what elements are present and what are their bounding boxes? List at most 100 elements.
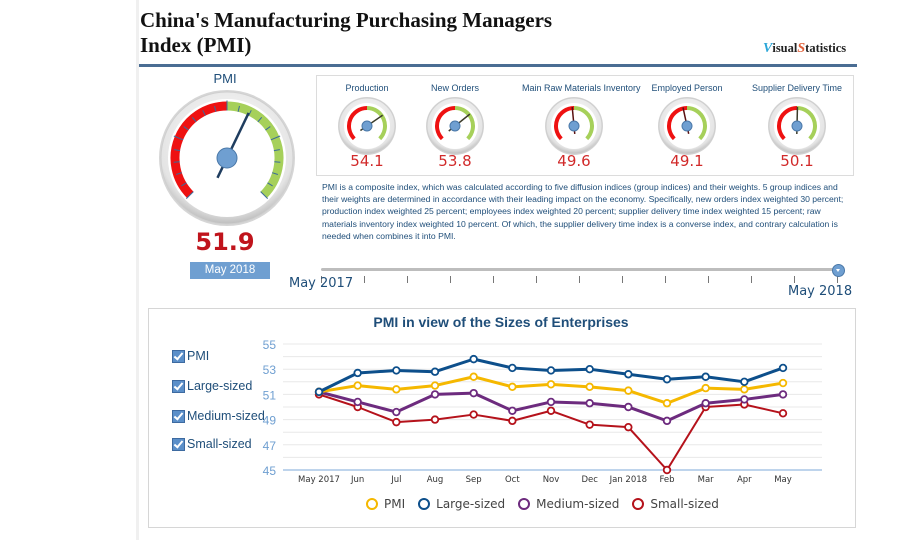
checkbox-checked-icon[interactable] xyxy=(172,349,185,363)
slider-tick[interactable] xyxy=(321,276,322,283)
data-point-medium xyxy=(701,399,710,408)
x-tick-label: Sep xyxy=(466,475,482,485)
data-point-pmi xyxy=(353,381,362,390)
y-tick-label: 47 xyxy=(263,439,277,453)
sub-gauge-employed-person: Employed Person 49.1 xyxy=(635,76,739,170)
data-point-pmi xyxy=(546,380,556,389)
slider-tick[interactable] xyxy=(364,276,365,283)
triangle-marker-icon xyxy=(632,498,645,510)
sub-gauge-value: 53.8 xyxy=(438,152,472,170)
gauge-tick xyxy=(270,135,281,141)
sub-gauge-label: New Orders xyxy=(430,83,479,93)
x-tick-label: May xyxy=(774,475,792,485)
main-gauge-date: May 2018 xyxy=(190,262,270,279)
gauge-green-band xyxy=(573,106,594,141)
data-point-pmi xyxy=(585,382,594,392)
data-point-large xyxy=(353,368,362,378)
x-tick-label: Mar xyxy=(698,475,715,485)
date-slider-track[interactable] xyxy=(321,268,840,271)
slider-tick[interactable] xyxy=(794,276,795,283)
sub-gauge-dial xyxy=(768,97,826,155)
date-slider-thumb[interactable] xyxy=(832,264,845,277)
legend-item-large-sized[interactable]: Large-sized xyxy=(418,497,505,511)
filter-pmi[interactable]: PMI xyxy=(172,349,209,363)
sub-gauge-value: 49.1 xyxy=(670,152,704,170)
slider-tick[interactable] xyxy=(450,276,451,283)
filter-medium-sized[interactable]: Medium-sized xyxy=(172,409,265,423)
gauge-tick xyxy=(202,110,206,116)
data-point-pmi xyxy=(778,378,788,388)
data-point-small xyxy=(508,416,517,426)
data-point-pmi xyxy=(701,383,710,393)
chart-title: PMI in view of the Sizes of Enterprises xyxy=(373,314,629,330)
data-point-medium xyxy=(430,390,440,399)
data-point-medium xyxy=(508,406,517,415)
data-point-medium xyxy=(740,395,749,404)
slider-tick[interactable] xyxy=(665,276,666,283)
data-point-small xyxy=(662,465,672,475)
data-point-medium xyxy=(585,399,594,408)
main-gauge-value: 51.9 xyxy=(195,228,255,256)
legend-item-medium-sized[interactable]: Medium-sized xyxy=(518,497,619,511)
data-point-small xyxy=(778,409,788,418)
data-point-pmi xyxy=(740,385,749,394)
gauge-red-band xyxy=(435,106,456,141)
data-point-large xyxy=(508,363,517,373)
x-tick-label: Jun xyxy=(350,475,364,485)
data-point-large xyxy=(430,367,440,376)
y-tick-label: 49 xyxy=(263,414,277,428)
slider-tick[interactable] xyxy=(493,276,494,283)
data-point-medium xyxy=(469,388,478,398)
y-tick-label: 55 xyxy=(263,338,277,352)
gauge-hub xyxy=(791,120,803,132)
data-point-large xyxy=(701,372,710,381)
sub-gauge-label: Supplier Delivery Time xyxy=(751,83,843,93)
slider-tick[interactable] xyxy=(751,276,752,283)
slider-tick[interactable] xyxy=(708,276,709,283)
sub-gauge-dial xyxy=(545,97,603,155)
pmi-gauge xyxy=(159,90,295,226)
filter-large-sized[interactable]: Large-sized xyxy=(172,379,252,393)
sub-gauge-new-orders: New Orders 53.8 xyxy=(403,76,507,170)
gauge-tick xyxy=(191,116,197,123)
gauge-tick xyxy=(173,135,184,141)
slider-tick[interactable] xyxy=(837,276,838,283)
data-point-large xyxy=(469,354,478,364)
sub-gauge-production: Production 54.1 xyxy=(315,76,419,170)
slider-tick[interactable] xyxy=(407,276,408,283)
page-title: China's Manufacturing Purchasing Manager… xyxy=(140,8,553,57)
data-point-small xyxy=(585,420,594,429)
checkbox-checked-icon[interactable] xyxy=(172,379,185,393)
legend-item-small-sized[interactable]: Small-sized xyxy=(632,497,719,511)
circle-marker-icon xyxy=(518,498,531,510)
gauge-green-band xyxy=(454,106,475,141)
slider-tick[interactable] xyxy=(536,276,537,283)
x-tick-label: Oct xyxy=(505,475,520,485)
gauge-tick xyxy=(175,172,182,176)
data-point-large xyxy=(624,370,633,379)
gauge-red-band xyxy=(554,106,575,141)
checkbox-checked-icon[interactable] xyxy=(172,409,185,423)
x-tick-label: Jul xyxy=(390,475,401,485)
chart-panel xyxy=(148,308,856,528)
gauge-hub xyxy=(681,120,693,132)
legend-item-pmi[interactable]: PMI xyxy=(366,497,405,511)
data-point-medium xyxy=(546,397,556,407)
gauge-green-band xyxy=(686,106,707,141)
slider-tick[interactable] xyxy=(579,276,580,283)
sub-index-panel: Production 54.1 New Orders 53.8 Main Raw Mat… xyxy=(316,75,854,176)
data-point-medium xyxy=(392,407,401,417)
data-point-small xyxy=(392,417,401,427)
sub-gauge-value: 50.1 xyxy=(780,152,814,170)
gauge-red-band xyxy=(667,106,688,141)
gauge-hub xyxy=(568,120,580,132)
page-left-border xyxy=(136,0,139,540)
filter-small-sized[interactable]: Small-sized xyxy=(172,437,252,451)
x-tick-label: Aug xyxy=(427,475,444,485)
checkbox-checked-icon[interactable] xyxy=(172,437,185,451)
slider-tick[interactable] xyxy=(622,276,623,283)
slider-end-label: May 2018 xyxy=(788,284,853,299)
data-point-medium xyxy=(662,416,672,426)
data-point-pmi xyxy=(430,381,440,390)
sub-gauge-dial xyxy=(658,97,716,155)
